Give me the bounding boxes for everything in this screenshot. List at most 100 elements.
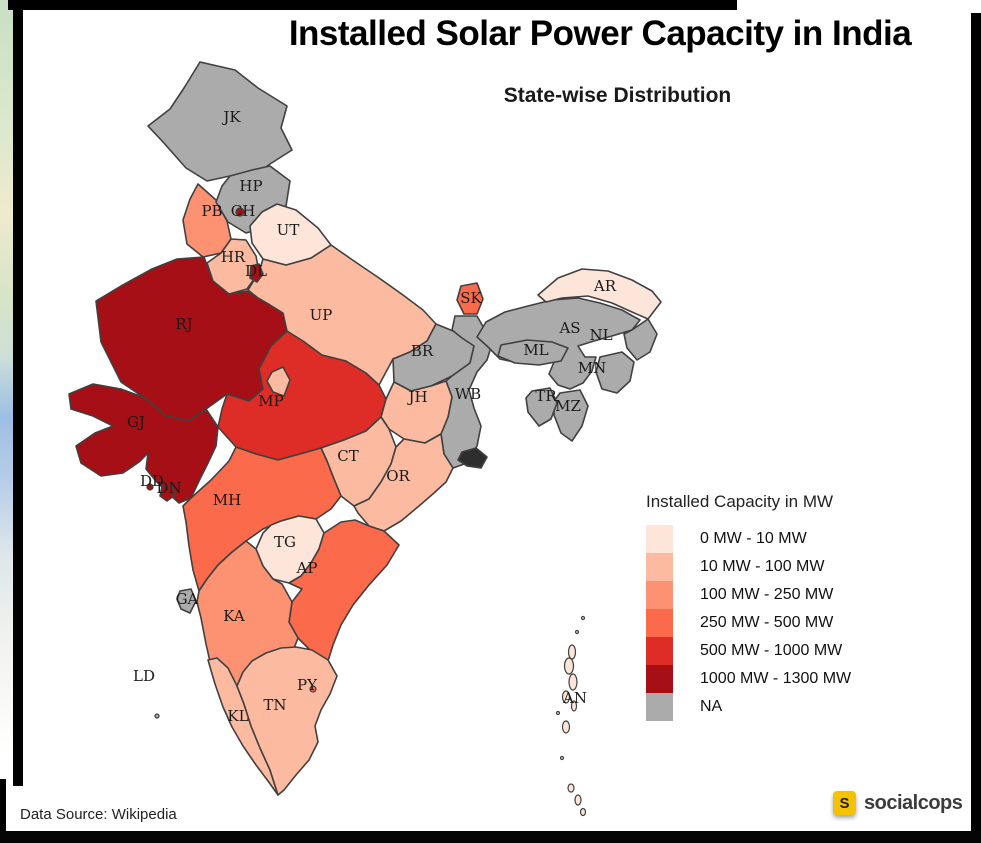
window-border-left-lower	[0, 779, 6, 843]
state-label-KA: KA	[223, 607, 245, 625]
state-label-DN: DN	[156, 479, 181, 497]
legend-swatch-100-250	[646, 581, 673, 609]
legend-item-1000-1300: 1000 MW - 1300 MW	[646, 665, 851, 693]
legend-item-label: 500 MW - 1000 MW	[700, 642, 843, 659]
window-border-top	[8, 0, 737, 10]
legend: Installed Capacity in MW 0 MW - 10 MW 10 …	[646, 492, 851, 721]
state-shape-HR	[206, 238, 260, 295]
state-shape-LD	[154, 713, 160, 719]
socialcops-logo: S socialcops	[833, 791, 963, 815]
state-shape-GA	[176, 588, 197, 614]
state-shape-PY	[309, 685, 317, 693]
state-label-BR: BR	[411, 342, 434, 360]
state-label-KL: KL	[227, 707, 248, 725]
island-shape-AN-12	[579, 807, 587, 817]
state-shape-MN	[595, 351, 635, 394]
legend-swatch-250-500	[646, 609, 673, 637]
legend-item-250-500: 250 MW - 500 MW	[646, 609, 851, 637]
state-label-PY: PY	[297, 676, 318, 694]
state-label-WB: WB	[455, 385, 481, 403]
socialcops-logo-icon: S	[833, 791, 856, 815]
legend-item-10-100: 10 MW - 100 MW	[646, 553, 851, 581]
legend-swatch-10-100	[646, 553, 673, 581]
island-shape-AN-2	[567, 644, 577, 660]
state-label-AN: AN	[562, 689, 587, 707]
state-shape-JK	[147, 61, 293, 182]
state-label-GA: GA	[176, 590, 199, 608]
island-shape-AN-11	[574, 794, 582, 806]
state-label-DD: DD	[140, 472, 164, 490]
legend-title: Installed Capacity in MW	[646, 492, 834, 511]
island-shape-AN-7	[555, 710, 561, 716]
page-subtitle: State-wise Distribution	[503, 84, 732, 107]
state-label-MP: MP	[258, 392, 283, 410]
state-label-DL: DL	[245, 262, 267, 280]
state-label-SK: SK	[460, 289, 482, 307]
state-label-MH: MH	[213, 491, 241, 509]
state-label-HR: HR	[221, 248, 246, 266]
legend-item-label: 100 MW - 250 MW	[700, 586, 834, 603]
window-border-bottom	[0, 831, 981, 843]
island-shape-AN-0	[580, 615, 586, 621]
state-shape-CH	[235, 207, 245, 217]
state-shape-SK	[456, 282, 484, 315]
data-source-note: Data Source: Wikipedia	[20, 806, 177, 823]
state-label-JH: JH	[406, 388, 427, 406]
state-label-TN: TN	[263, 696, 286, 714]
state-shape-ML	[497, 339, 569, 366]
state-label-ML: ML	[523, 341, 548, 359]
state-label-MN: MN	[578, 359, 606, 377]
island-shape-AN-6	[570, 700, 578, 712]
legend-item-100-250: 100 MW - 250 MW	[646, 581, 851, 609]
state-label-HP: HP	[239, 177, 262, 195]
state-shape-DD	[146, 483, 154, 491]
state-label-CT: CT	[337, 447, 358, 465]
legend-item-label: 250 MW - 500 MW	[700, 614, 834, 631]
island-shape-AN-5	[561, 690, 571, 704]
state-label-CH: CH	[231, 202, 256, 220]
sundarbans-patch	[457, 447, 488, 469]
legend-items: 0 MW - 10 MW 10 MW - 100 MW 100 MW - 250 M…	[646, 525, 851, 721]
island-shape-AN-3	[563, 657, 575, 675]
legend-item-label: NA	[700, 698, 723, 715]
page-title: Installed Solar Power Capacity in India	[288, 14, 912, 53]
island-shape-AN-9	[559, 755, 565, 761]
state-label-LD: LD	[133, 667, 155, 685]
state-label-OR: OR	[386, 467, 410, 485]
legend-item-label: 10 MW - 100 MW	[700, 558, 825, 575]
state-shape-OR	[353, 433, 454, 532]
state-label-AS: AS	[558, 319, 580, 337]
state-shape-GJ	[68, 383, 219, 504]
state-label-NL: NL	[589, 326, 612, 344]
state-shape-DN	[159, 484, 176, 502]
socialcops-logo-text: socialcops	[864, 791, 963, 814]
legend-item-NA: NA	[646, 693, 851, 721]
desktop-background-strip	[0, 0, 13, 786]
state-label-MZ: MZ	[555, 397, 581, 415]
state-label-TR: TR	[535, 387, 557, 405]
island-shape-AN-4	[568, 673, 578, 691]
window-border-left	[13, 8, 23, 786]
state-shape-AR	[537, 268, 662, 320]
state-shape-UT	[249, 203, 332, 266]
island-shape-AN-1	[574, 629, 580, 635]
legend-item-500-1000: 500 MW - 1000 MW	[646, 637, 851, 665]
legend-swatch-NA	[646, 693, 673, 721]
state-label-PB: PB	[201, 202, 222, 220]
legend-swatch-1000-1300	[646, 665, 673, 693]
island-shape-AN-10	[567, 783, 575, 793]
state-shape-NL	[623, 318, 658, 361]
state-label-AR: AR	[593, 277, 617, 295]
state-label-UT: UT	[277, 221, 300, 239]
state-shape-TN	[236, 646, 338, 796]
state-label-AP: AP	[296, 559, 318, 577]
state-label-JK: JK	[221, 108, 241, 126]
legend-swatch-500-1000	[646, 637, 673, 665]
legend-item-label: 0 MW - 10 MW	[700, 530, 807, 547]
state-label-TG: TG	[274, 533, 296, 551]
state-label-RJ: RJ	[175, 315, 192, 333]
window-border-right	[971, 13, 981, 843]
legend-item-label: 1000 MW - 1300 MW	[700, 670, 852, 687]
state-shape-TR	[525, 387, 558, 427]
